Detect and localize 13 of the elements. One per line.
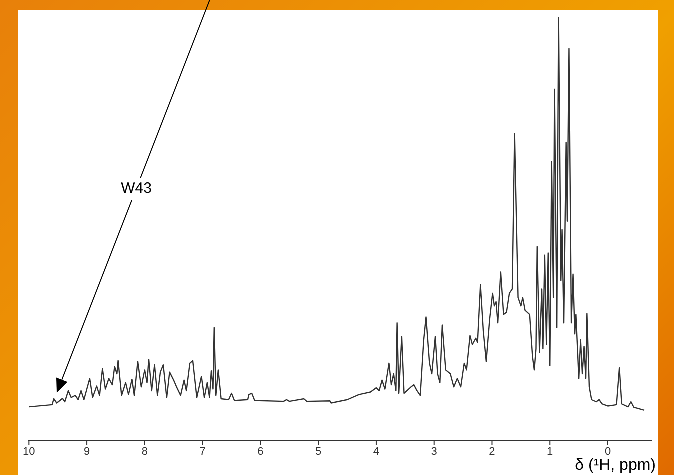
x-tick-label: 10 xyxy=(23,446,36,458)
x-tick-label: 3 xyxy=(431,446,438,458)
x-tick-label: 0 xyxy=(604,446,612,458)
x-tick-label: 4 xyxy=(373,446,380,458)
x-tick-label: 7 xyxy=(200,446,206,458)
x-tick-label: 6 xyxy=(258,446,264,458)
x-tick-label: 9 xyxy=(84,446,90,458)
x-tick-label: 5 xyxy=(316,446,322,458)
x-tick-label: 8 xyxy=(142,446,148,458)
annotation: W43 xyxy=(116,178,157,200)
x-tick-label: 1 xyxy=(547,446,554,458)
x-axis-title: δ (¹H, ppm) xyxy=(575,457,656,475)
x-tick-label: 2 xyxy=(489,446,496,458)
